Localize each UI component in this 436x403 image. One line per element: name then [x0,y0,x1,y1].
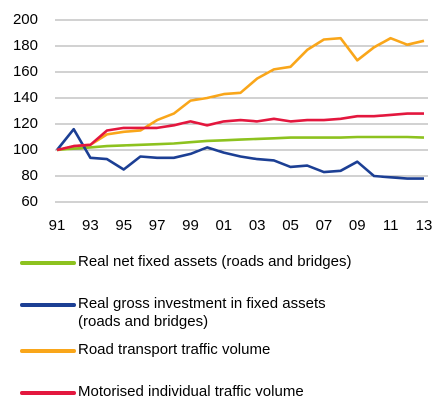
y-tick-label: 140 [13,89,38,106]
x-tick-label: 13 [416,217,433,234]
y-tick-label: 120 [13,115,38,132]
series-line [56,135,425,152]
x-tick-label: 99 [182,217,199,234]
y-tick-label: 200 [13,11,38,28]
y-tick-label: 100 [13,141,38,158]
legend-item: Real gross investment in fixed assets (r… [20,295,358,331]
y-tick-label: 160 [13,63,38,80]
x-tick-label: 07 [316,217,333,234]
y-tick-label: 180 [13,37,38,54]
legend-item: Motorised individual traffic volume [20,383,418,401]
series-line [56,112,424,152]
legend-label: Real net fixed assets (roads and bridges… [78,253,352,270]
x-tick-label: 97 [149,217,166,234]
x-tick-label: 11 [383,217,399,234]
chart: 60 80 100 120 140 160 180 200 91 93 95 97 99 01 03 05 07… [13,11,433,234]
series-line [56,36,425,152]
legend-swatch [20,349,76,353]
legend-label: Real gross investment in fixed assets (r… [78,295,326,330]
legend-swatch [20,391,76,395]
x-tick-label: 01 [215,217,232,234]
series-line [55,127,424,180]
y-tick-label: 60 [21,193,38,210]
x-tick-label: 91 [49,217,66,234]
x-tick-label: 05 [282,217,299,234]
x-tick-label: 95 [115,217,132,234]
x-tick-label: 93 [82,217,99,234]
legend-item: Real net fixed assets (roads and bridges… [20,253,418,271]
y-tick-label: 80 [21,167,38,184]
legend-swatch [20,303,76,307]
legend-label: Road transport traffic volume [78,341,271,358]
legend-item: Road transport traffic volume [20,341,418,359]
x-tick-label: 09 [349,217,366,234]
legend-label: Motorised individual traffic volume [78,383,304,400]
x-tick-label: 03 [249,217,266,234]
legend-swatch [20,261,76,265]
